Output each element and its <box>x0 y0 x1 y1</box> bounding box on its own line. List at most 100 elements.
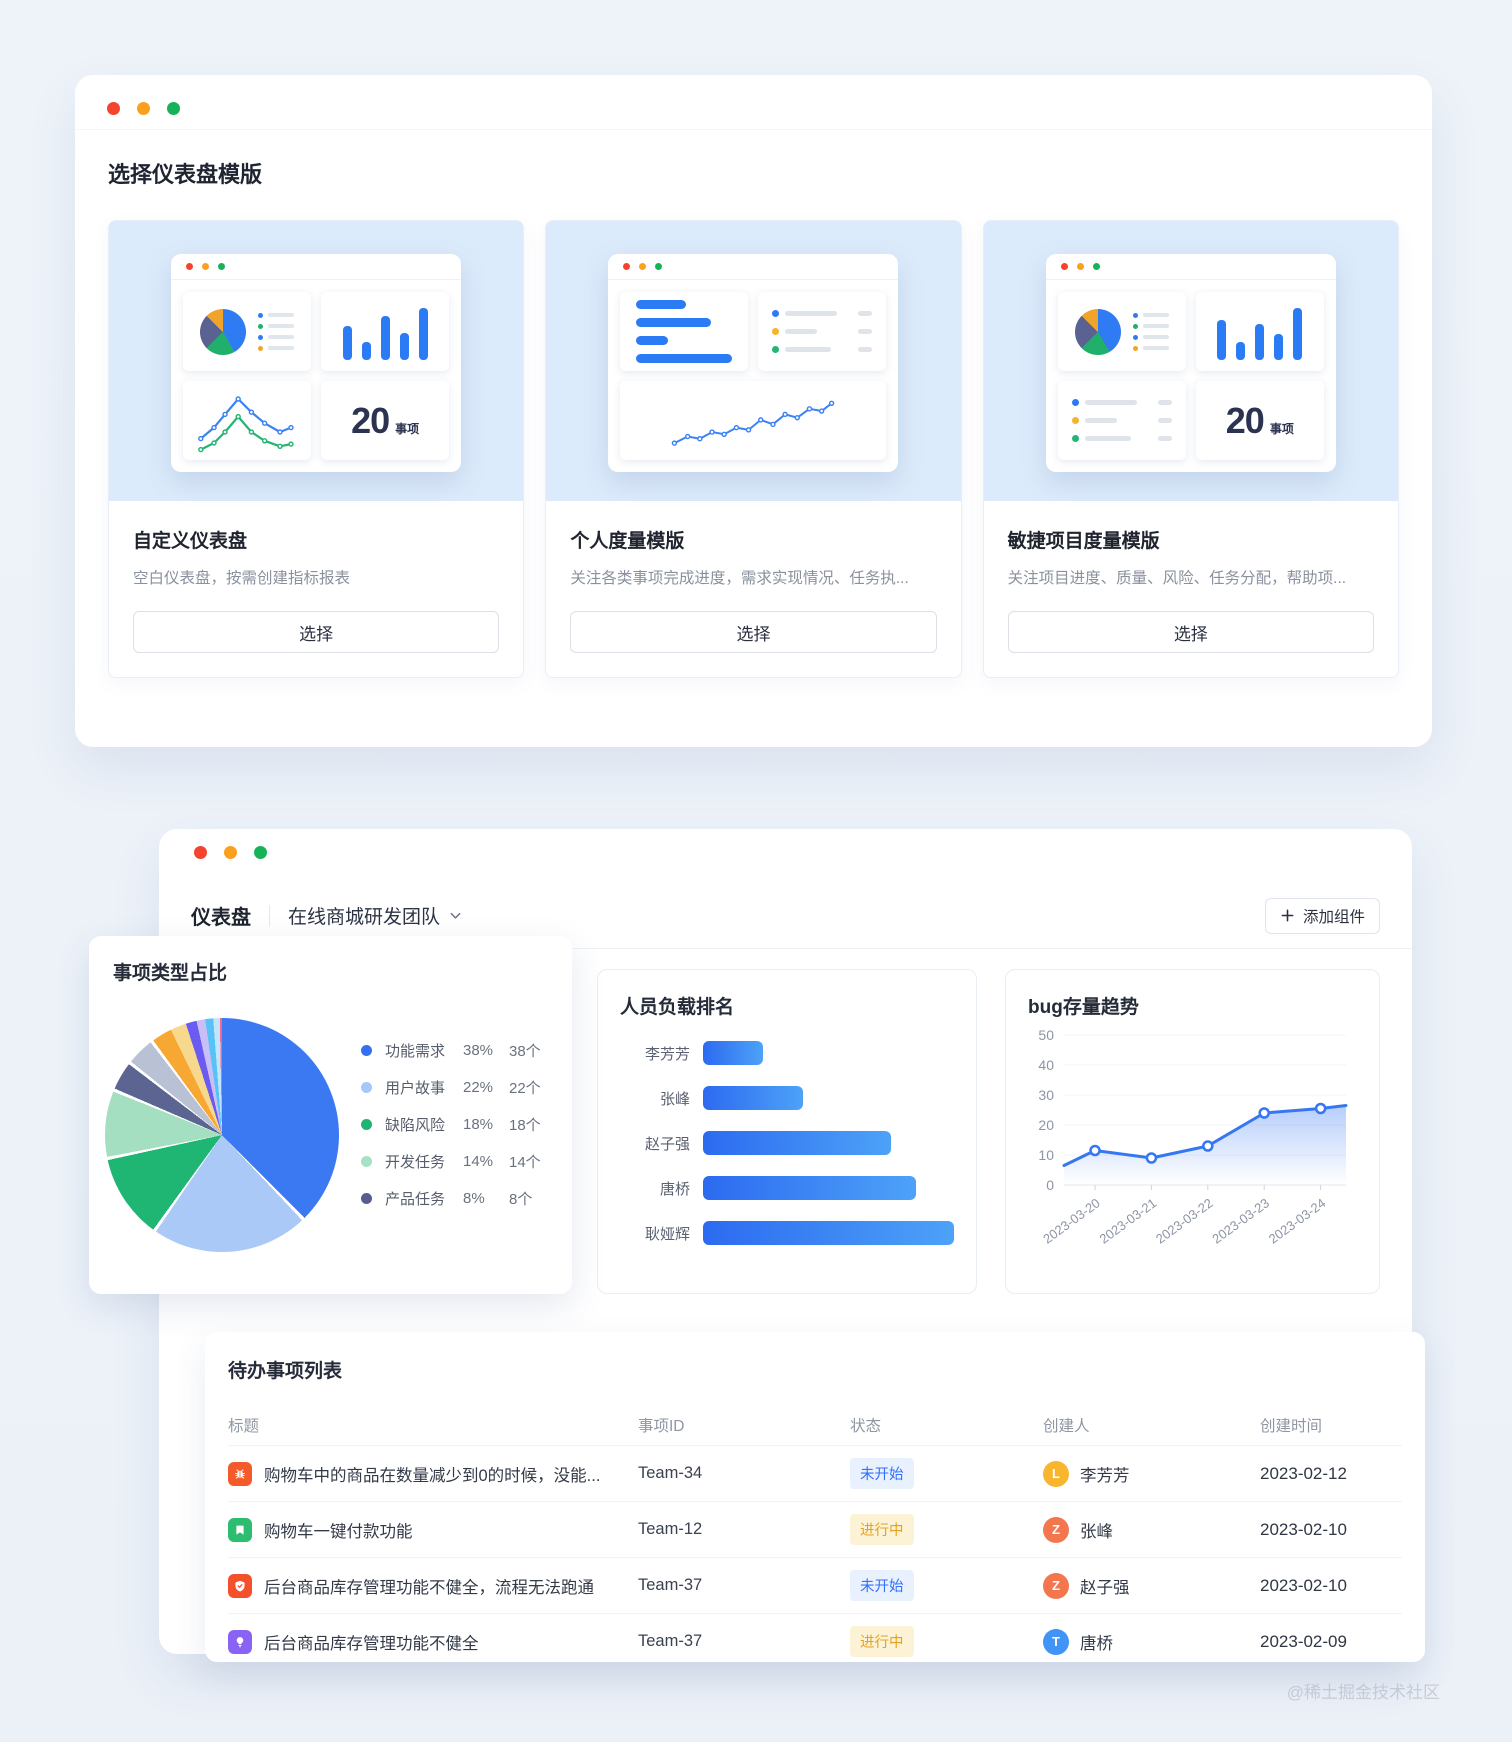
mini-body: 20 事项 <box>171 280 461 472</box>
issue-title: 后台商品库存管理功能不健全，流程无法跑通 <box>264 1578 594 1597</box>
mini-pie-legend <box>1132 312 1169 351</box>
add-widget-label: 添加组件 <box>1302 908 1365 926</box>
issue-title: 后台商品库存管理功能不健全 <box>264 1634 479 1653</box>
person-name: 唐桥 <box>659 1180 690 1198</box>
table-row[interactable]: 购物车一键付款功能 Team-12 进行中 Z 张峰 2023-02-10 <box>228 1502 1402 1558</box>
maximize-window-icon[interactable] <box>254 846 267 859</box>
svg-text:20: 20 <box>1038 1117 1054 1133</box>
status-badge: 进行中 <box>850 1514 914 1545</box>
avatar: Z <box>1043 1516 1069 1543</box>
creator-name: 李芳芳 <box>1080 1466 1130 1485</box>
table-row[interactable]: 后台商品库存管理功能不健全，流程无法跑通 Team-37 未开始 Z 赵子强 2… <box>228 1558 1402 1614</box>
legend-percent: 18% <box>463 1116 494 1133</box>
svg-text:50: 50 <box>1038 1027 1054 1043</box>
mini-window-mockup: 20 事项 <box>1045 254 1336 472</box>
bar-track <box>703 1131 954 1155</box>
template-name: 个人度量模版 <box>570 531 685 552</box>
template-card-row: 20 事项 自定义仪表盘 空白仪表盘，按需创建指标报表 选择 <box>108 220 1399 678</box>
template-description: 空白仪表盘，按需创建指标报表 <box>133 570 351 587</box>
svg-text:0: 0 <box>1046 1177 1054 1193</box>
legend-label: 用户故事 <box>385 1080 446 1097</box>
table-column-header: 事项ID <box>638 1418 685 1435</box>
legend-count: 14个 <box>509 1154 541 1171</box>
legend-count: 8个 <box>509 1191 533 1208</box>
legend-label: 缺陷风险 <box>385 1117 446 1134</box>
mini-pie-chart <box>200 308 247 355</box>
table-column-header: 创建时间 <box>1260 1418 1323 1435</box>
legend-count: 22个 <box>509 1080 541 1097</box>
mini-titlebar <box>171 254 462 280</box>
mini-pie-legend <box>258 312 295 351</box>
mini-close-icon <box>623 263 631 270</box>
minimize-window-icon[interactable] <box>224 846 237 859</box>
bar-fill <box>703 1131 892 1155</box>
maximize-window-icon[interactable] <box>167 102 180 115</box>
mini-count-tile: 20 事项 <box>1195 381 1324 460</box>
select-template-button[interactable]: 选择 <box>1007 611 1374 653</box>
status-badge: 未开始 <box>850 1458 914 1489</box>
legend-item: 缺陷风险 18% 18个 <box>361 1114 541 1135</box>
mini-close-icon <box>186 263 194 270</box>
mini-hbar-chart <box>620 292 749 371</box>
mini-minimize-icon <box>1076 263 1084 270</box>
workload-bar-row: 赵子强 <box>620 1131 954 1155</box>
mini-maximize-icon <box>1092 263 1100 270</box>
issue-type-icon-wrap <box>228 1461 252 1486</box>
mini-count-number: 20 <box>1225 399 1265 441</box>
traffic-lights <box>194 846 267 859</box>
bar-track <box>703 1176 954 1200</box>
legend-percent: 38% <box>463 1042 494 1059</box>
mini-bar-chart <box>1195 292 1324 371</box>
svg-text:2023-03-23: 2023-03-23 <box>1209 1195 1272 1246</box>
select-template-button[interactable]: 选择 <box>133 611 500 653</box>
mini-count-number: 20 <box>351 399 390 441</box>
workload-bar-row: 李芳芳 <box>620 1041 954 1065</box>
template-preview: 20 事项 <box>983 221 1398 501</box>
bug-trend-card: bug存量趋势 0 10 20 30 40 50 2023-03-20 2023-03-21 2… <box>1005 969 1380 1294</box>
table-row[interactable]: 后台商品库存管理功能不健全 Team-37 进行中 T 唐桥 2023-02-0… <box>228 1614 1402 1669</box>
legend-label: 功能需求 <box>385 1043 446 1060</box>
add-widget-button[interactable]: 添加组件 <box>1264 897 1380 934</box>
legend-percent: 14% <box>463 1153 494 1170</box>
mini-minimize-icon <box>639 263 647 270</box>
mini-pie-tile <box>183 292 312 371</box>
bar-track <box>703 1041 954 1065</box>
workload-bar-chart: 李芳芳 张峰 赵子强 唐桥 耿娅辉 <box>620 1041 954 1245</box>
legend-label: 开发任务 <box>385 1154 446 1171</box>
svg-text:2023-03-21: 2023-03-21 <box>1097 1195 1160 1246</box>
close-window-icon[interactable] <box>194 846 207 859</box>
dashboard-nav-title: 仪表盘 <box>191 907 251 929</box>
avatar: Z <box>1043 1572 1069 1599</box>
person-name: 耿娅辉 <box>644 1225 690 1243</box>
bar-fill <box>703 1041 764 1065</box>
mini-maximize-icon <box>218 263 226 270</box>
template-card-personal: 个人度量模版 关注各类事项完成进度，需求实现情况、任务执... 选择 <box>545 220 962 678</box>
person-name: 张峰 <box>659 1090 690 1108</box>
watermark: @稀土掘金技术社区 <box>1286 1683 1440 1702</box>
minimize-window-icon[interactable] <box>137 102 150 115</box>
mini-body <box>608 280 898 472</box>
mini-body: 20 事项 <box>1046 280 1336 472</box>
mini-pie-tile <box>1057 292 1186 371</box>
bar-track <box>703 1086 954 1110</box>
issue-type-icon-wrap <box>228 1629 252 1654</box>
status-badge: 进行中 <box>850 1626 914 1657</box>
mini-count-unit: 事项 <box>1269 421 1294 436</box>
mini-trend-line-chart <box>620 381 887 460</box>
issue-id: Team-37 <box>638 1576 703 1594</box>
table-body: 购物车中的商品在数量减少到0的时候，没能... Team-34 未开始 L 李芳… <box>228 1446 1402 1669</box>
team-selector[interactable]: 在线商城研发团队 <box>288 902 463 929</box>
creator-name: 唐桥 <box>1080 1634 1113 1653</box>
table-row[interactable]: 购物车中的商品在数量减少到0的时候，没能... Team-34 未开始 L 李芳… <box>228 1446 1402 1502</box>
close-window-icon[interactable] <box>107 102 120 115</box>
select-template-button[interactable]: 选择 <box>570 611 937 653</box>
bug-trend-line-chart: 010203040502023-03-202023-03-212023-03-2… <box>1038 1027 1348 1247</box>
svg-text:2023-03-20: 2023-03-20 <box>1040 1195 1103 1246</box>
avatar: L <box>1043 1460 1069 1487</box>
bar-fill <box>703 1221 954 1245</box>
created-date: 2023-02-12 <box>1260 1463 1347 1483</box>
created-date: 2023-02-10 <box>1260 1575 1347 1595</box>
issue-type-icon-wrap <box>228 1517 252 1542</box>
todo-list-title: 待办事项列表 <box>228 1361 343 1382</box>
legend-label: 产品任务 <box>385 1191 446 1208</box>
